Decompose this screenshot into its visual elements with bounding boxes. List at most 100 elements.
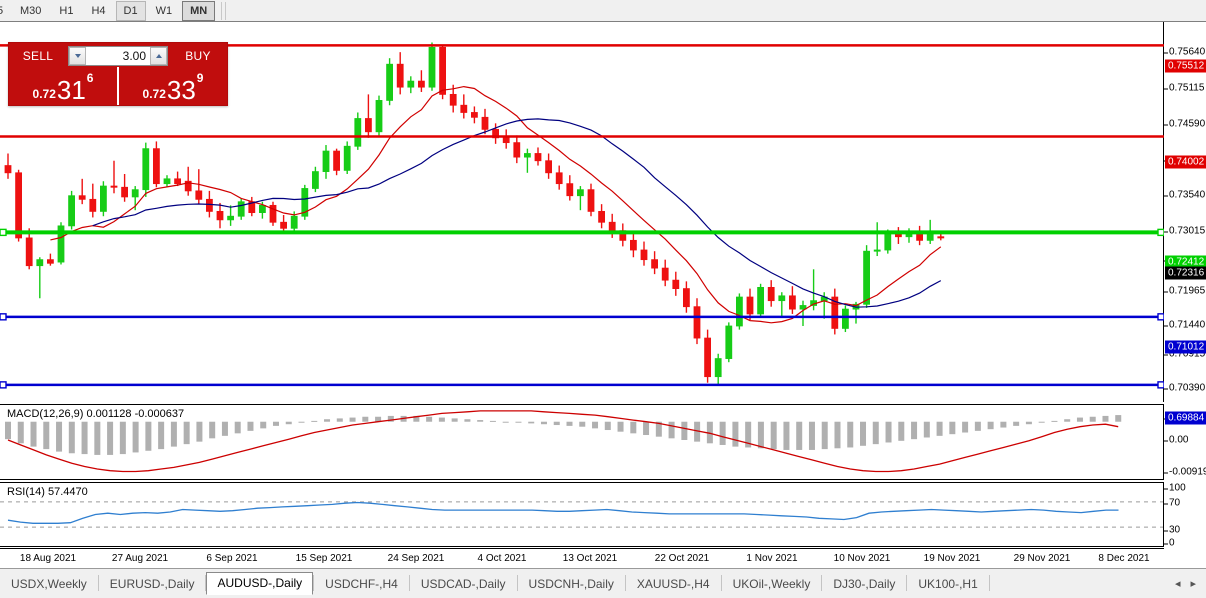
rsi-gridlines (0, 501, 1163, 528)
timeframe-button-m5[interactable]: 5 (0, 1, 10, 21)
chart-window: AUDUSD-,Daily 0.72307 0.72340 0.72291 0.… (0, 21, 1206, 571)
price-tick-0.75640: 0.75640 (1163, 46, 1206, 58)
date-label: 27 Aug 2021 (111, 553, 169, 564)
rsi-tick-30: 30 (1163, 524, 1181, 536)
timeframe-button-m30[interactable]: M30 (20, 4, 42, 17)
chart-tab-usdcnh-daily[interactable]: USDCNH-,Daily (528, 577, 614, 591)
chart-tab-audusd-daily[interactable]: AUDUSD-,Daily (206, 572, 314, 595)
date-label: 19 Nov 2021 (923, 553, 981, 564)
sell-price-fraction: 6 (86, 71, 94, 85)
price-level-label-0.72412[interactable]: 0.72412 (1165, 255, 1206, 269)
buy-price-fraction: 9 (196, 71, 204, 85)
sell-price-big: 31 (56, 75, 86, 105)
date-label: 24 Sep 2021 (387, 553, 445, 564)
price-tick-0.73015: 0.73015 (1163, 225, 1206, 237)
price-chart-svg (0, 42, 1164, 389)
chevron-down-icon (74, 54, 81, 58)
date-label: 22 Oct 2021 (654, 553, 710, 564)
chart-tab-eurusd-daily[interactable]: EURUSD-,Daily (109, 577, 195, 591)
tab-scroll-left-icon[interactable]: ◂ (1174, 577, 1181, 590)
chart-tab-ukoil-weekly[interactable]: UKOil-,Weekly (732, 577, 811, 591)
timeframe-toolbar: 5 M30 H1 H4 D1 W1 MN (0, 0, 1206, 22)
rsi-label: RSI(14) 57.4470 (5, 486, 90, 498)
tab-separator (97, 575, 99, 591)
chart-tab-usdchf-h4[interactable]: USDCHF-,H4 (325, 577, 398, 591)
price-tick-0.71965: 0.71965 (1163, 285, 1206, 297)
price-level-label-0.72316[interactable]: 0.72316 (1165, 266, 1206, 280)
macd-signal-line (7, 410, 1119, 473)
buy-price-big: 33 (166, 75, 196, 105)
price-level-label-0.75512[interactable]: 0.75512 (1165, 59, 1206, 73)
one-click-trading-panel[interactable]: SELL 3.00 BUY 0.72 31 6 0.72 33 9 (8, 42, 228, 106)
macd-label: MACD(12,26,9) 0.001128 -0.000637 (5, 408, 187, 420)
macd-tick-low: -0.00919 (1163, 467, 1206, 478)
date-label: 15 Sep 2021 (295, 553, 353, 564)
date-axis[interactable]: 18 Aug 2021 27 Aug 2021 6 Sep 2021 15 Sep 2… (0, 548, 1164, 571)
chart-tab-xauusd-h4[interactable]: XAUUSD-,H4 (636, 577, 710, 591)
tab-separator (408, 575, 410, 591)
date-label: 1 Nov 2021 (746, 553, 798, 564)
buy-button[interactable]: 0.72 33 9 (119, 67, 227, 105)
price-level-label-0.71012[interactable]: 0.71012 (1165, 340, 1206, 354)
rsi-line (7, 501, 1119, 524)
tab-separator (205, 575, 207, 591)
tab-separator (313, 575, 315, 591)
price-tick-0.70915: 0.70915 (1163, 348, 1206, 360)
date-label: 29 Nov 2021 (1013, 553, 1071, 564)
timeframe-button-mn[interactable]: MN (182, 0, 216, 21)
price-scale-axis[interactable]: 0.756400.751150.745900.740650.735400.730… (1163, 22, 1206, 549)
volume-decrease-button[interactable] (69, 47, 86, 65)
volume-input[interactable]: 3.00 (122, 49, 146, 63)
tab-scroll-right-icon[interactable]: ▸ (1190, 577, 1196, 590)
toolbar-separator (221, 1, 227, 20)
tab-separator (624, 575, 626, 591)
macd-histogram (5, 415, 1122, 455)
chart-tab-usdx-weekly[interactable]: USDX,Weekly (11, 577, 87, 591)
price-tick-0.70390: 0.70390 (1163, 382, 1206, 394)
volume-stepper[interactable]: 3.00 (68, 46, 168, 66)
date-label: 18 Aug 2021 (19, 553, 77, 564)
chevron-up-icon (155, 54, 162, 58)
rsi-tick-70: 70 (1163, 497, 1181, 509)
timeframe-button-h4[interactable]: H4 (91, 4, 106, 17)
macd-tick-zero: 0.00 (1163, 434, 1189, 446)
macd-svg (5, 410, 1122, 473)
price-level-label-0.69884[interactable]: 0.69884 (1165, 411, 1206, 425)
timeframe-button-d1[interactable]: D1 (115, 0, 146, 21)
rsi-svg (0, 501, 1163, 528)
rsi-tick-100: 100 (1164, 482, 1186, 494)
timeframe-button-h1[interactable]: H1 (59, 4, 74, 17)
trade-panel-top-row: SELL 3.00 BUY (9, 43, 227, 67)
sell-price-prefix: 0.72 (32, 87, 56, 101)
date-label: 6 Sep 2021 (206, 553, 258, 564)
price-level-label-0.74002[interactable]: 0.74002 (1165, 155, 1206, 169)
rsi-tick-0: 0 (1164, 537, 1175, 549)
chart-tab-uk100-h1[interactable]: UK100-,H1 (918, 577, 978, 591)
chart-tab-dj30-daily[interactable]: DJ30-,Daily (833, 577, 896, 591)
sell-label[interactable]: SELL (12, 49, 64, 63)
date-label: 8 Dec 2021 (1098, 553, 1150, 564)
tab-separator (720, 575, 722, 591)
chart-tab-bar: USDX,Weekly EURUSD-,Daily AUDUSD-,Daily USD… (0, 568, 1206, 598)
tab-separator (821, 575, 823, 591)
tab-separator (516, 575, 518, 591)
date-label: 13 Oct 2021 (562, 553, 618, 564)
date-label: 10 Nov 2021 (833, 553, 891, 564)
price-tick-0.73540: 0.73540 (1163, 189, 1206, 201)
macd-indicator-pane[interactable]: MACD(12,26,9) 0.001128 -0.000637 (0, 404, 1164, 480)
horizontal-price-levels (0, 44, 1164, 389)
chart-tab-usdcad-daily[interactable]: USDCAD-,Daily (420, 577, 506, 591)
price-tick-0.74590: 0.74590 (1163, 118, 1206, 130)
rsi-indicator-pane[interactable]: RSI(14) 57.4470 (0, 482, 1164, 547)
tab-separator (988, 575, 990, 591)
tab-separator (906, 575, 908, 591)
date-label: 4 Oct 2021 (477, 553, 527, 564)
buy-label[interactable]: BUY (172, 49, 224, 63)
buy-price-prefix: 0.72 (142, 87, 166, 101)
volume-increase-button[interactable] (150, 47, 167, 65)
sell-button[interactable]: 0.72 31 6 (9, 67, 119, 105)
moving-average-overlays (50, 85, 942, 324)
price-tick-0.75115: 0.75115 (1163, 82, 1205, 94)
timeframe-button-w1[interactable]: W1 (155, 4, 173, 17)
